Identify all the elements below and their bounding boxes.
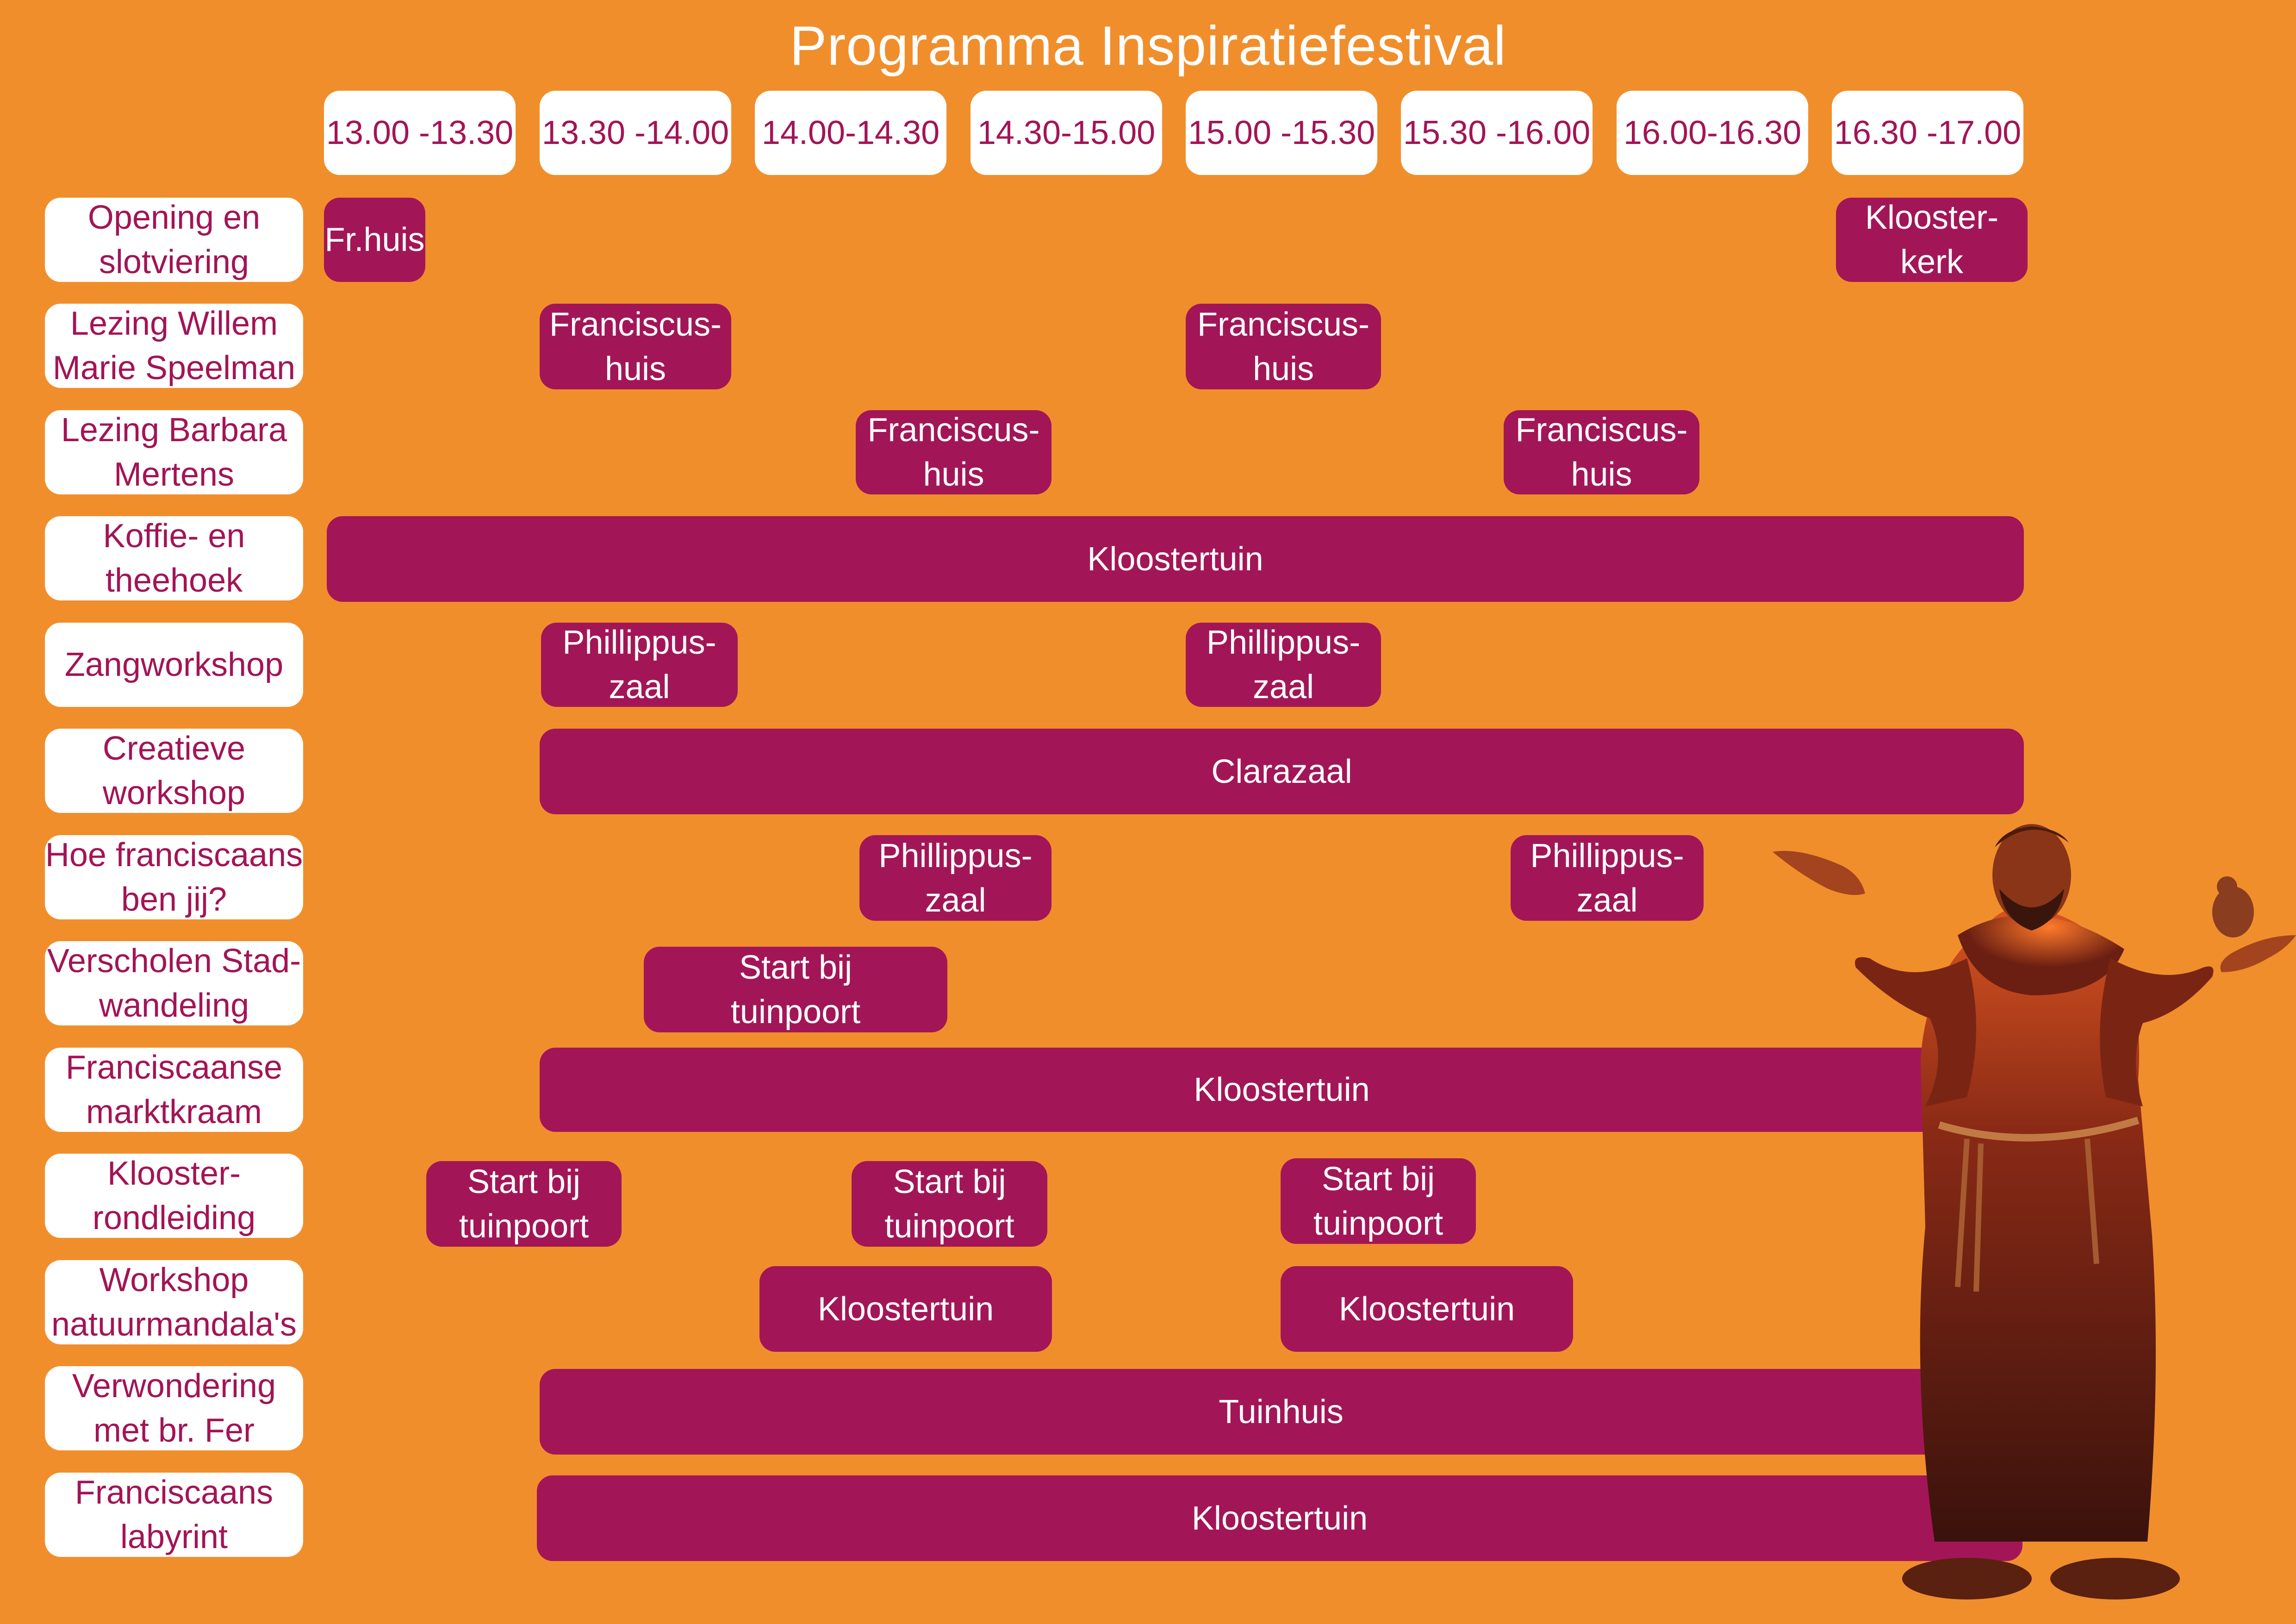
event-slotviering-kloosterkerk: Klooster- kerk [1836,198,2028,282]
row-label-natuurmandalas: Workshop natuurmandala's [45,1260,303,1344]
event-mandala-1: Kloostertuin [759,1266,1052,1352]
row-label-lezing-mertens: Lezing Barbara Mertens [45,410,303,494]
event-opening-frhuis: Fr.huis [324,198,425,282]
timeslot-7: 16.00-16.30 [1617,91,1808,175]
event-zang-1: Phillippus- zaal [541,623,738,707]
row-label-labyrint: Franciscaans labyrint [45,1473,303,1557]
event-speelman-2: Franciscus- huis [1186,304,1381,389]
event-verwondering-tuinhuis: Tuinhuis [540,1369,2022,1455]
page-title: Programma Inspiratiefestival [790,15,1506,77]
friar-with-dove-illustration [1773,824,2296,1599]
event-marktkraam-kloostertuin: Kloostertuin [540,1048,2024,1132]
timeslot-1: 13.00 -13.30 [324,91,516,175]
event-koffie-kloostertuin: Kloostertuin [327,516,2024,602]
row-label-rondleiding: Klooster- rondleiding [45,1154,303,1238]
event-franciscaans-2: Phillippus- zaal [1511,835,1704,921]
event-franciscaans-1: Phillippus- zaal [859,835,1052,921]
event-creatief-clarazaal: Clarazaal [540,729,2024,814]
row-label-opening: Opening en slotviering [45,198,303,282]
timeslot-4: 14.30-15.00 [971,91,1162,175]
event-rondleiding-3: Start bij tuinpoort [1281,1158,1476,1244]
event-rondleiding-2: Start bij tuinpoort [852,1161,1047,1247]
event-speelman-1: Franciscus- huis [540,304,731,389]
row-label-koffie: Koffie- en theehoek [45,516,303,600]
row-label-lezing-speelman: Lezing Willem Marie Speelman [45,304,303,388]
row-label-stadwandeling: Verscholen Stad- wandeling [45,941,303,1025]
timeslot-6: 15.30 -16.00 [1401,91,1593,175]
event-mertens-1: Franciscus- huis [856,410,1052,494]
event-mertens-2: Franciscus- huis [1504,410,1699,494]
event-zang-2: Phillippus- zaal [1186,623,1381,707]
row-label-zangworkshop: Zangworkshop [45,623,303,707]
timeslot-5: 15.00 -15.30 [1186,91,1377,175]
timeslot-8: 16.30 -17.00 [1832,91,2023,175]
row-label-hoe-franciscaans: Hoe franciscaans ben jij? [45,835,303,919]
row-label-verwondering: Verwondering met br. Fer [45,1366,303,1450]
event-stadwandeling-1: Start bij tuinpoort [644,947,947,1032]
timeslot-3: 14.00-14.30 [755,91,946,175]
event-mandala-2: Kloostertuin [1281,1266,1573,1352]
event-labyrint-kloostertuin: Kloostertuin [537,1475,2022,1561]
event-rondleiding-1: Start bij tuinpoort [426,1161,622,1247]
row-label-creatieve-workshop: Creatieve workshop [45,729,303,813]
timeslot-2: 13.30 -14.00 [540,91,731,175]
row-label-marktkraam: Franciscaanse marktkraam [45,1048,303,1132]
